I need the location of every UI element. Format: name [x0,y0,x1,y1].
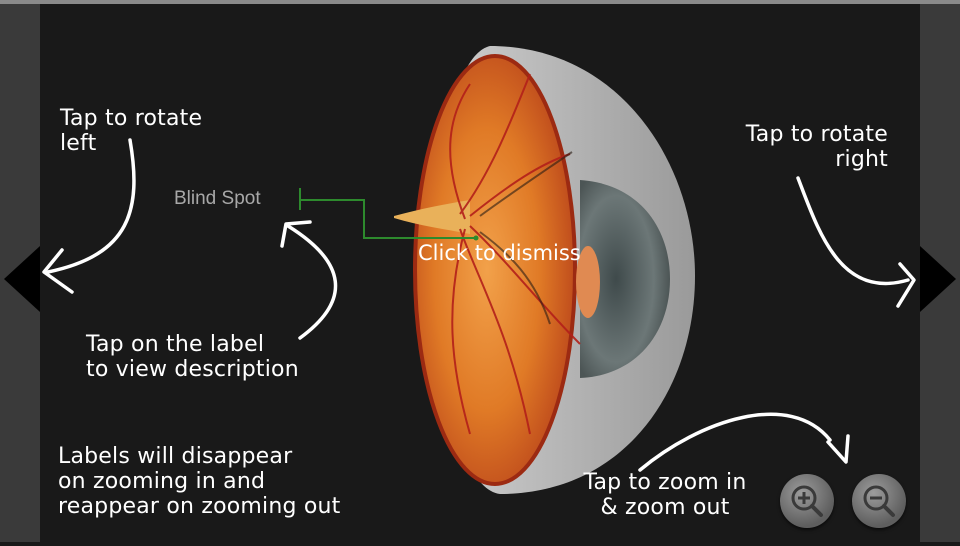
dismiss-text[interactable]: Click to dismiss [418,241,581,265]
zoom-in-button[interactable] [780,474,834,528]
blind-spot-label[interactable]: Blind Spot [174,188,261,209]
rotate-left-button[interactable] [0,244,44,314]
label-tap-hint: Tap on the label to view description [86,332,299,382]
zoom-out-button[interactable] [852,474,906,528]
eye-model [394,46,695,494]
triangle-left-icon [4,246,40,312]
triangle-right-icon [920,246,956,312]
top-border [0,0,960,4]
zoom-out-icon [863,485,895,517]
rotate-right-hint: Tap to rotate right [745,122,888,172]
rotate-left-hint: Tap to rotate left [60,106,203,156]
zoom-label-note: Labels will disappear on zooming in and … [58,444,341,519]
zoom-hint: Tap to zoom in & zoom out [583,470,747,520]
zoom-in-icon [791,485,823,517]
rotate-right-button[interactable] [916,244,960,314]
eye-model-viewport[interactable] [40,4,920,542]
